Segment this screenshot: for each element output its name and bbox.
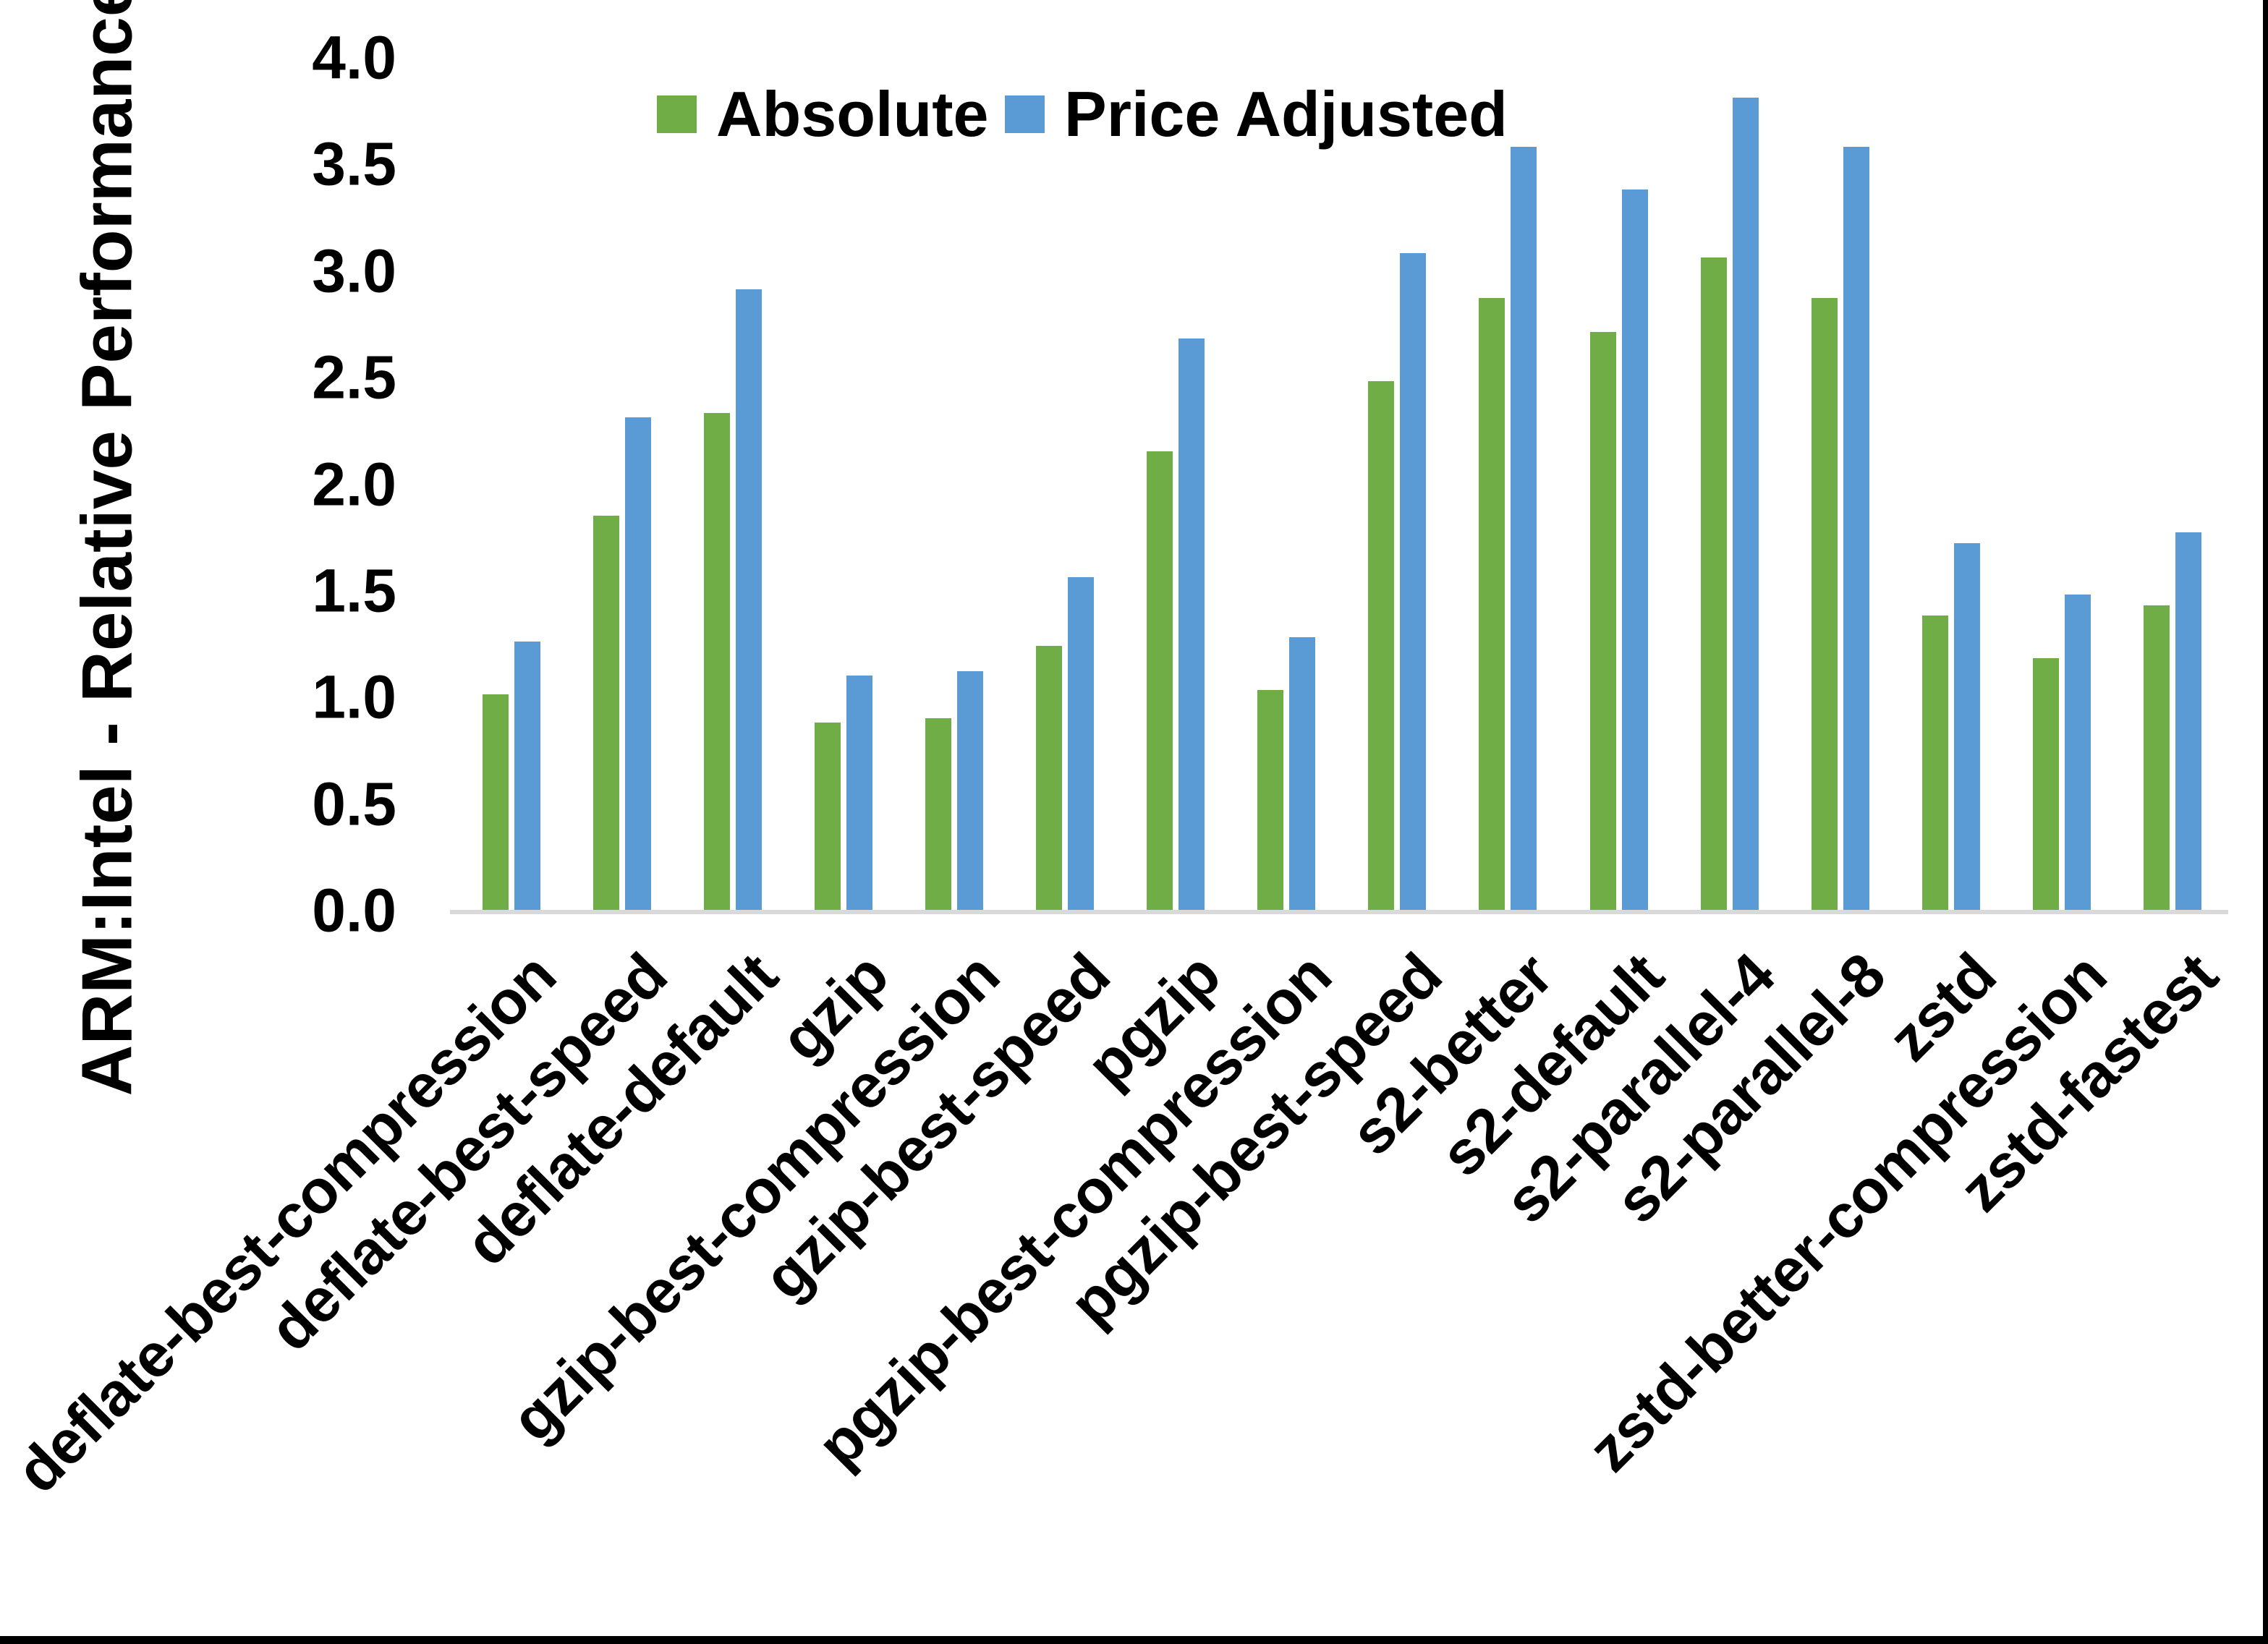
bar-s2-parallel-8-absolute [1812,298,1838,910]
bar-gzip-best-speed-absolute [1036,646,1062,910]
y-tick-label: 4.0 [312,23,396,92]
bar-deflate-best-speed-price-adjusted [625,417,651,910]
bar-s2-parallel-8-price-adjusted [1843,147,1869,910]
y-tick-label: 0.5 [312,770,396,838]
bar-s2-default-absolute [1590,332,1616,910]
y-tick-label: 3.5 [312,129,396,198]
x-axis-line [450,910,2228,914]
bar-pgzip-best-speed-absolute [1368,381,1394,910]
bar-gzip-best-compression-price-adjusted [957,671,983,910]
bar-zstd-fastest-price-adjusted [2175,532,2201,910]
bottom-frame-border [0,1636,2268,1644]
bar-gzip-price-adjusted [846,676,872,910]
bar-pgzip-best-compression-absolute [1257,690,1283,910]
legend-label-absolute: Absolute [716,78,989,150]
y-tick-label: 3.0 [312,237,396,305]
y-tick-label: 2.5 [312,343,396,412]
bar-zstd-better-compression-absolute [2033,658,2059,910]
bar-deflate-default-price-adjusted [736,289,762,910]
bar-pgzip-best-speed-price-adjusted [1400,253,1426,910]
right-frame-border [2263,0,2268,1644]
bar-gzip-best-compression-absolute [925,718,951,910]
bar-gzip-best-speed-price-adjusted [1068,577,1094,910]
y-tick-label: 2.0 [312,450,396,519]
bar-s2-better-absolute [1479,298,1505,910]
bar-deflate-best-compression-absolute [483,694,509,910]
legend-swatch-price-adjusted [1005,95,1045,133]
bar-zstd-fastest-absolute [2144,605,2170,910]
bar-zstd-absolute [1922,616,1948,910]
bar-gzip-absolute [815,723,841,910]
bar-s2-better-price-adjusted [1511,147,1537,910]
bar-s2-parallel-4-absolute [1701,257,1727,910]
bar-deflate-best-speed-absolute [593,516,619,910]
legend-swatch-absolute [657,95,697,133]
y-tick-label: 0.0 [312,876,396,945]
bar-deflate-default-absolute [704,413,730,910]
bar-s2-default-price-adjusted [1622,189,1648,910]
y-tick-label: 1.5 [312,556,396,625]
bar-pgzip-absolute [1147,451,1173,910]
y-tick-label: 1.0 [312,663,396,731]
legend-label-price-adjusted: Price Adjusted [1064,78,1508,150]
bar-pgzip-best-compression-price-adjusted [1289,637,1315,910]
bar-s2-parallel-4-price-adjusted [1733,98,1759,910]
bar-deflate-best-compression-price-adjusted [514,642,540,910]
bar-zstd-price-adjusted [1954,543,1980,910]
bar-zstd-better-compression-price-adjusted [2065,595,2091,910]
bar-pgzip-price-adjusted [1178,338,1205,910]
